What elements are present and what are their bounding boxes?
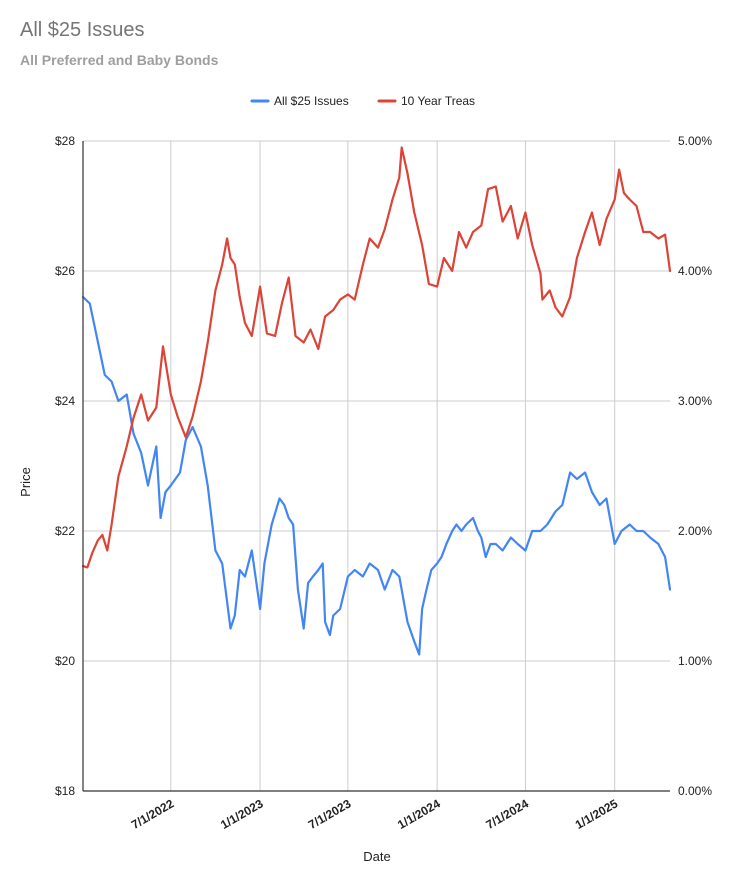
legend-label: 10 Year Treas (401, 94, 475, 108)
x-axis-label: Date (363, 849, 390, 864)
legend: All $25 Issues 10 Year Treas (250, 94, 475, 108)
axes (82, 141, 670, 792)
x-tick-label: 1/1/2023 (218, 796, 266, 832)
y2-tick-label: 0.00% (678, 784, 712, 798)
chart-title: All $25 Issues (20, 19, 145, 41)
y2-tick-label: 1.00% (678, 654, 712, 668)
chart-subtitle: All Preferred and Baby Bonds (20, 52, 219, 68)
y-tick-label: $26 (55, 264, 75, 278)
issues-series-line (81, 295, 672, 656)
y2-tick-label: 5.00% (678, 134, 712, 148)
tick-labels: $18 $20 $22 $24 $26 $28 0.00% 1.00% 2.00% 3.00% 4.… (55, 134, 712, 832)
y-axis-label: Price (18, 467, 33, 497)
x-tick-label: 1/1/2024 (395, 796, 443, 832)
y2-tick-label: 2.00% (678, 524, 712, 538)
y-tick-label: $28 (55, 134, 75, 148)
x-tick-label: 7/1/2023 (306, 796, 354, 832)
y-tick-label: $24 (55, 394, 75, 408)
treasury-series-line (81, 146, 672, 569)
y-tick-label: $22 (55, 524, 75, 538)
series-lines (81, 146, 672, 656)
gridlines (83, 140, 670, 791)
legend-label: All $25 Issues (274, 94, 349, 108)
y-tick-label: $20 (55, 654, 75, 668)
y2-tick-label: 4.00% (678, 264, 712, 278)
x-tick-label: 1/1/2025 (573, 796, 621, 832)
x-tick-label: 7/1/2022 (129, 796, 177, 832)
x-tick-label: 7/1/2024 (483, 796, 531, 832)
y2-tick-label: 3.00% (678, 394, 712, 408)
y-tick-label: $18 (55, 784, 75, 798)
